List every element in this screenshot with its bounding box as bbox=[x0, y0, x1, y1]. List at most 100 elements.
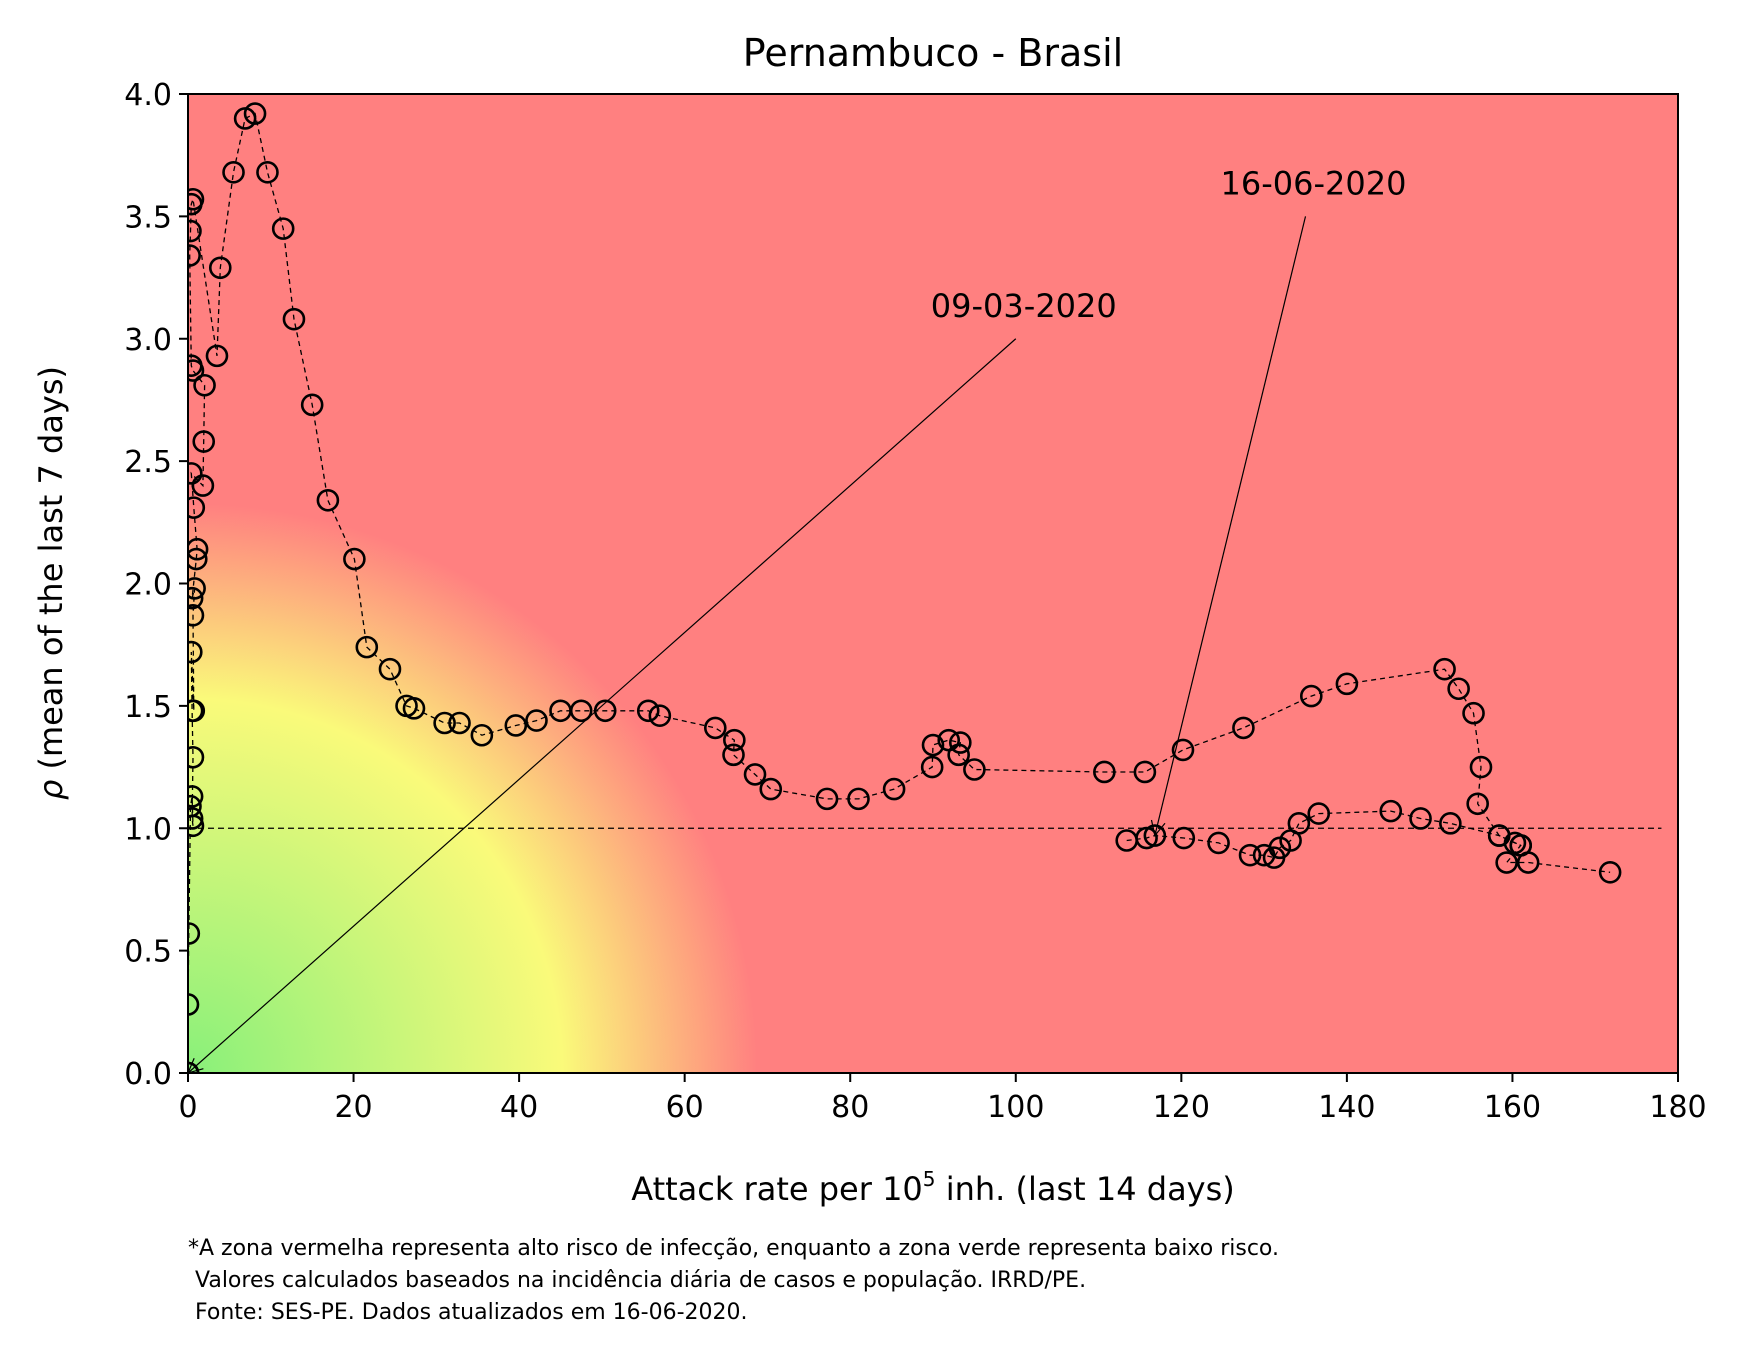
data-point bbox=[882, 777, 906, 801]
data-point bbox=[1207, 831, 1230, 855]
y-tick-label: 2.0 bbox=[124, 568, 172, 603]
y-tick-label: 2.5 bbox=[124, 445, 172, 480]
data-point bbox=[1447, 677, 1470, 701]
data-point bbox=[723, 728, 746, 752]
data-point bbox=[847, 787, 870, 811]
data-point bbox=[470, 723, 494, 747]
chart-title: Pernambuco - Brasil bbox=[743, 31, 1123, 75]
x-tick-label: 60 bbox=[666, 1090, 704, 1125]
data-point bbox=[188, 640, 203, 664]
x-axis-label: Attack rate per 105 inh. (last 14 days) bbox=[631, 1167, 1235, 1208]
data-point bbox=[963, 758, 986, 781]
data-point bbox=[355, 635, 379, 659]
data-point bbox=[188, 537, 209, 561]
data-point bbox=[188, 187, 205, 211]
data-point bbox=[1439, 812, 1462, 835]
x-tick-label: 100 bbox=[987, 1090, 1044, 1125]
data-point bbox=[947, 743, 970, 767]
data-point bbox=[271, 217, 295, 240]
data-point bbox=[300, 393, 324, 417]
data-point bbox=[188, 462, 203, 485]
footnote-line-1: *A zona vermelha representa alto risco d… bbox=[188, 1236, 1279, 1261]
data-point bbox=[378, 657, 402, 681]
series-layer bbox=[188, 102, 1622, 1073]
annotation-label: 16-06-2020 bbox=[1221, 164, 1407, 202]
data-point bbox=[920, 755, 944, 779]
annotation-label: 09-03-2020 bbox=[931, 287, 1117, 325]
data-point bbox=[1462, 701, 1485, 725]
y-axis-label: ρ (mean of the last 7 days) bbox=[32, 366, 70, 800]
data-point bbox=[188, 496, 206, 519]
data-point bbox=[1379, 799, 1403, 823]
data-point bbox=[1409, 807, 1432, 830]
x-tick-label: 180 bbox=[1649, 1090, 1706, 1125]
annotation-arrow-head bbox=[1150, 819, 1166, 837]
data-point bbox=[949, 731, 972, 754]
x-axis-label-sup: 5 bbox=[923, 1167, 936, 1191]
data-point bbox=[188, 577, 206, 600]
x-tick-label: 0 bbox=[178, 1090, 197, 1125]
y-tick-label: 0.5 bbox=[124, 935, 172, 970]
data-point bbox=[188, 586, 204, 610]
footnote-line-2: Valores calculados baseados na incidênci… bbox=[188, 1268, 1086, 1293]
data-point bbox=[722, 743, 745, 767]
annotation-arrow-line bbox=[1154, 216, 1307, 836]
y-tick-label: 3.5 bbox=[124, 200, 172, 235]
x-axis-label-prefix: Attack rate per 10 bbox=[631, 1170, 923, 1208]
data-point bbox=[188, 699, 206, 723]
data-point bbox=[188, 993, 200, 1016]
data-point bbox=[648, 704, 672, 727]
data-point bbox=[402, 697, 426, 720]
x-tick-label: 140 bbox=[1318, 1090, 1375, 1125]
x-tick-label: 80 bbox=[831, 1090, 869, 1125]
y-axis-label-text: (mean of the last 7 days) bbox=[32, 366, 70, 780]
footnote-line-3: Fonte: SES-PE. Dados atualizados em 16-0… bbox=[188, 1300, 748, 1325]
data-point bbox=[316, 488, 340, 512]
data-point bbox=[188, 354, 203, 377]
data-point bbox=[1469, 755, 1493, 779]
data-point bbox=[1287, 812, 1311, 835]
data-point bbox=[243, 102, 267, 125]
data-point bbox=[433, 711, 456, 735]
annotation-layer: 09-03-2020 16-06-2020 bbox=[186, 164, 1407, 1074]
data-point bbox=[1143, 824, 1167, 847]
data-point bbox=[1307, 802, 1331, 825]
data-point bbox=[759, 777, 783, 801]
data-point bbox=[1299, 684, 1323, 708]
y-tick-label: 0.0 bbox=[124, 1057, 172, 1092]
y-tick-label: 1.0 bbox=[124, 812, 172, 847]
data-point bbox=[593, 699, 617, 723]
data-point bbox=[188, 244, 201, 267]
data-point bbox=[636, 699, 660, 723]
y-axis-ticks: 0.0 0.5 1.0 1.5 2.0 2.5 3.0 3.5 4.0 bbox=[124, 78, 188, 1092]
data-point bbox=[205, 344, 229, 368]
data-point bbox=[188, 745, 205, 769]
y-tick-label: 3.0 bbox=[124, 323, 172, 358]
data-point bbox=[1172, 826, 1196, 850]
data-point bbox=[1487, 824, 1511, 847]
data-point bbox=[504, 714, 528, 737]
data-point bbox=[703, 716, 727, 740]
x-tick-label: 20 bbox=[334, 1090, 372, 1125]
data-point bbox=[193, 373, 216, 397]
data-point bbox=[188, 814, 205, 838]
data-point bbox=[343, 547, 366, 571]
data-point bbox=[188, 785, 204, 808]
x-axis-ticks: 0 20 40 60 80 100 120 140 160 180 bbox=[178, 1073, 1707, 1125]
y-axis-label-symbol: ρ bbox=[32, 780, 70, 800]
data-point bbox=[188, 359, 205, 382]
data-point bbox=[188, 219, 202, 243]
annotation-arrow-line bbox=[187, 338, 1017, 1074]
data-point bbox=[1238, 843, 1262, 867]
x-axis-label-suffix: inh. (last 14 days) bbox=[936, 1170, 1235, 1208]
data-point bbox=[192, 430, 216, 453]
risk-zone-background bbox=[188, 94, 1678, 1073]
data-point bbox=[188, 807, 204, 830]
data-point bbox=[1232, 716, 1255, 740]
data-point bbox=[1509, 834, 1533, 857]
data-point bbox=[743, 763, 767, 786]
data-point bbox=[1133, 760, 1157, 784]
series-line-1 bbox=[188, 112, 1611, 1073]
